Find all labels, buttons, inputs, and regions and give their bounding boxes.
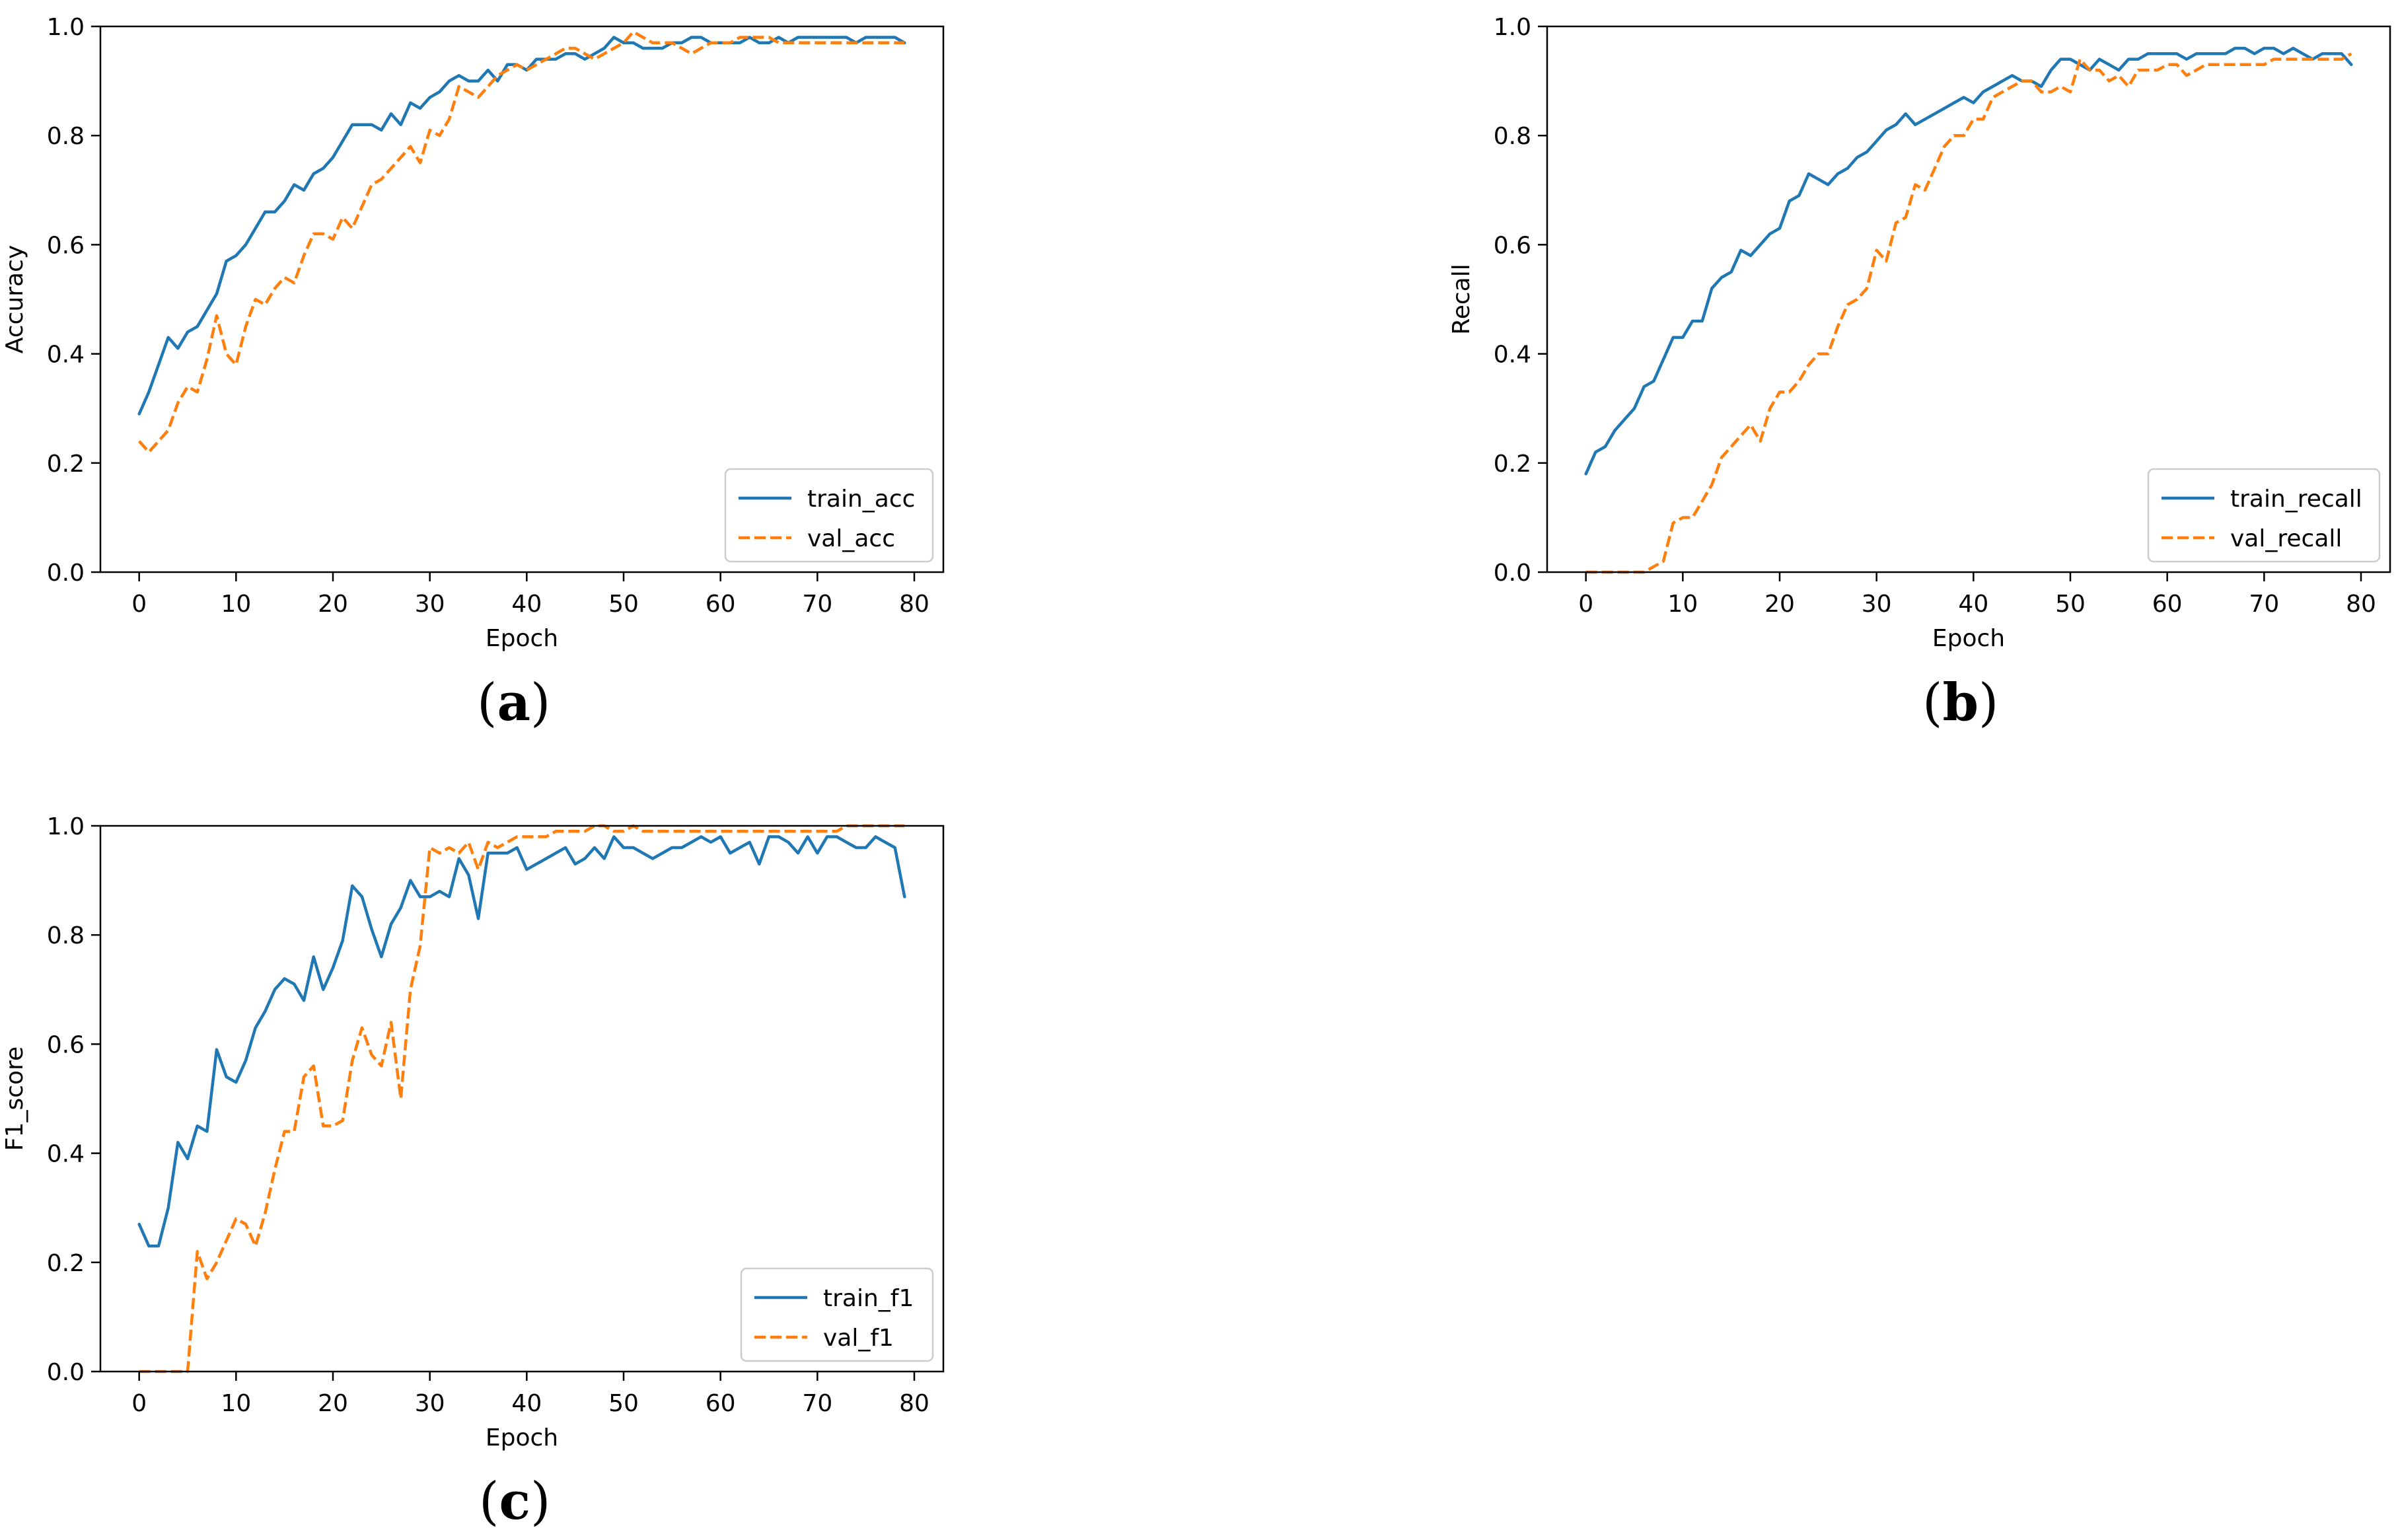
legend-label-val_acc: val_acc bbox=[807, 525, 895, 552]
x-tick-label: 80 bbox=[899, 591, 929, 618]
y-tick-label: 0.6 bbox=[47, 232, 85, 259]
x-tick-label: 30 bbox=[415, 1390, 445, 1417]
caption-b: (b) bbox=[1922, 673, 1999, 733]
y-tick-label: 0.2 bbox=[1494, 451, 1531, 478]
legend-label-train_f1: train_f1 bbox=[823, 1285, 914, 1312]
series-line-train_f1 bbox=[137, 835, 906, 1248]
y-tick-label: 1.0 bbox=[47, 14, 85, 41]
x-tick-label: 20 bbox=[1764, 591, 1795, 618]
y-tick-label: 0.0 bbox=[1494, 560, 1531, 587]
x-tick-label: 70 bbox=[802, 1390, 832, 1417]
x-tick-label: 0 bbox=[131, 591, 147, 618]
x-tick-label: 20 bbox=[318, 591, 348, 618]
legend-label-val_recall: val_recall bbox=[2230, 525, 2342, 552]
x-axis-label: Epoch bbox=[1932, 625, 2005, 652]
x-tick-label: 80 bbox=[2346, 591, 2376, 618]
x-axis-label: Epoch bbox=[486, 625, 558, 652]
x-tick-label: 70 bbox=[802, 591, 832, 618]
y-tick-label: 0.8 bbox=[47, 922, 85, 949]
y-tick-label: 0.4 bbox=[47, 342, 85, 369]
plot-frame bbox=[99, 825, 945, 1373]
legend: train_acc val_acc bbox=[724, 468, 934, 563]
caption-c: (c) bbox=[479, 1471, 551, 1531]
series-line-val_recall bbox=[1585, 52, 2352, 574]
panel-a: 0 10 20 30 40 50 60 70 80 0.0 0.2 0.4 0.6 0.8 1.0 Epoch… bbox=[1, 14, 945, 652]
series-line-train_acc bbox=[137, 36, 906, 416]
x-axis-label: Epoch bbox=[486, 1424, 558, 1451]
x-tick-label: 40 bbox=[1958, 591, 1988, 618]
x-tick-label: 0 bbox=[131, 1390, 147, 1417]
x-tick-label: 40 bbox=[511, 1390, 542, 1417]
x-tick-label: 80 bbox=[899, 1390, 929, 1417]
x-tick-label: 60 bbox=[2152, 591, 2183, 618]
y-axis-label: Recall bbox=[1448, 264, 1475, 334]
series-line-val_acc bbox=[138, 30, 905, 454]
legend-label-val_f1: val_f1 bbox=[823, 1325, 894, 1352]
x-tick-label: 40 bbox=[511, 591, 542, 618]
x-tick-label: 50 bbox=[608, 1390, 639, 1417]
y-tick-label: 0.6 bbox=[1494, 232, 1531, 259]
caption-a: (a) bbox=[477, 673, 551, 733]
y-tick-label: 0.4 bbox=[47, 1141, 85, 1168]
y-tick-label: 0.8 bbox=[47, 123, 85, 150]
x-tick-label: 10 bbox=[221, 591, 251, 618]
panel-b: 0 10 20 30 40 50 60 70 80 0.0 0.2 0.4 0.6 0.8 1.0 Epoch… bbox=[1448, 14, 2391, 652]
y-tick-label: 0.2 bbox=[47, 1250, 85, 1277]
y-tick-label: 1.0 bbox=[47, 813, 85, 840]
y-tick-label: 0.2 bbox=[47, 451, 85, 478]
legend-label-train_acc: train_acc bbox=[807, 486, 915, 513]
y-tick-label: 0.4 bbox=[1494, 342, 1531, 369]
y-tick-label: 1.0 bbox=[1494, 14, 1531, 41]
y-tick-label: 0.8 bbox=[1494, 123, 1531, 150]
x-tick-label: 60 bbox=[706, 591, 736, 618]
x-tick-label: 60 bbox=[706, 1390, 736, 1417]
y-tick-label: 0.0 bbox=[47, 560, 85, 587]
series-line-val_f1 bbox=[139, 824, 905, 1374]
y-axis-label: F1_score bbox=[1, 1046, 28, 1151]
x-tick-label: 70 bbox=[2249, 591, 2279, 618]
series-line-train_recall bbox=[1584, 46, 2353, 476]
plot-frame bbox=[99, 25, 945, 573]
x-tick-label: 0 bbox=[1578, 591, 1593, 618]
legend-box bbox=[2147, 468, 2381, 563]
y-tick-label: 0.0 bbox=[47, 1359, 85, 1386]
x-tick-label: 30 bbox=[415, 591, 445, 618]
legend-label-train_recall: train_recall bbox=[2230, 486, 2362, 513]
x-tick-label: 10 bbox=[221, 1390, 251, 1417]
y-tick-label: 0.6 bbox=[47, 1031, 85, 1058]
plot-frame bbox=[1546, 25, 2391, 573]
legend: train_f1 val_f1 bbox=[740, 1267, 934, 1362]
x-tick-label: 50 bbox=[2055, 591, 2086, 618]
x-tick-label: 30 bbox=[1862, 591, 1892, 618]
x-tick-label: 10 bbox=[1667, 591, 1698, 618]
x-tick-label: 20 bbox=[318, 1390, 348, 1417]
x-tick-label: 50 bbox=[608, 591, 639, 618]
panel-c: 0 10 20 30 40 50 60 70 80 0.0 0.2 0.4 0.6 0.8 1.0 Epoch… bbox=[1, 813, 945, 1451]
y-axis-label: Accuracy bbox=[1, 245, 28, 353]
legend: train_recall val_recall bbox=[2147, 468, 2381, 563]
